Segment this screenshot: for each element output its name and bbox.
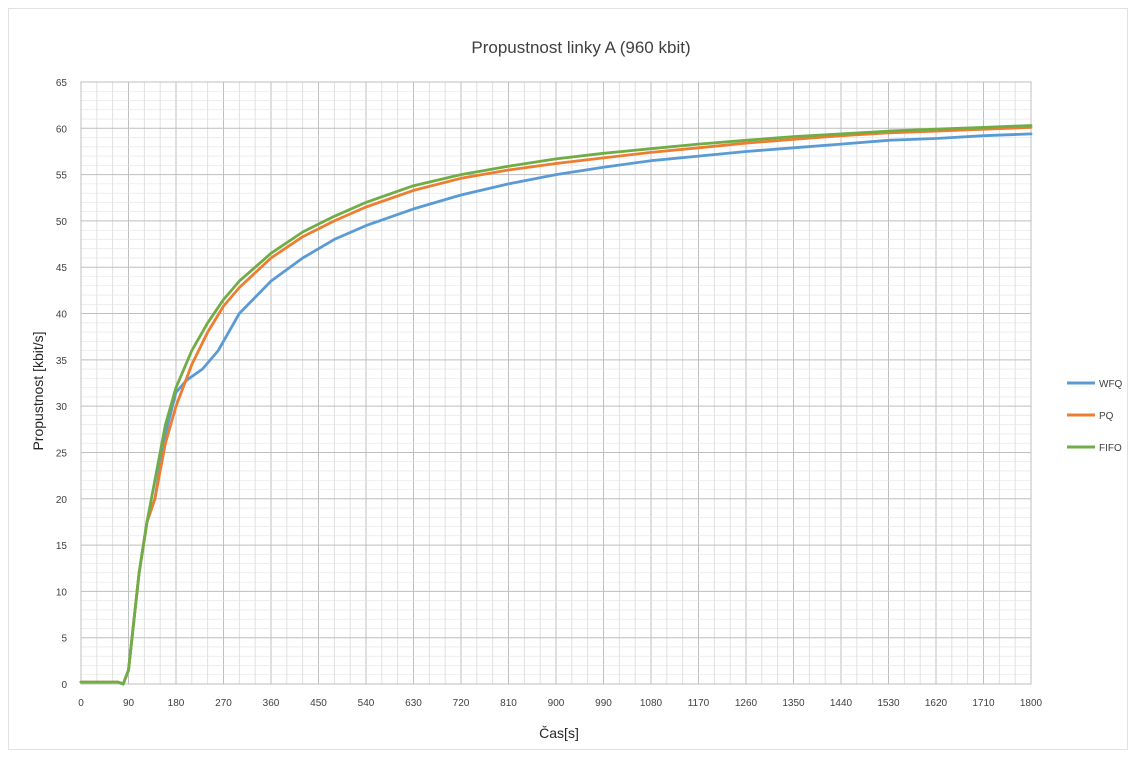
x-tick-label: 540 [358, 698, 375, 709]
y-axis-title: Propustnost [kbit/s] [30, 331, 46, 450]
axes: 0 5 10 15 20 25 30 35 40 45 50 55 60 65 0 90 180 270 360 45… [56, 78, 1043, 709]
x-tick-label: 1620 [925, 698, 948, 709]
y-tick-label: 50 [56, 217, 68, 228]
y-tick-label: 25 [56, 448, 68, 459]
legend-label-fifo: FIFO [1099, 443, 1122, 454]
x-tick-label: 1350 [782, 698, 805, 709]
chart-frame: Propustnost linky A (960 kbit) 0 5 10 15 20 2… [8, 8, 1128, 750]
chart-title: Propustnost linky A (960 kbit) [471, 38, 690, 57]
y-tick-label: 65 [56, 78, 68, 89]
x-tick-label: 900 [548, 698, 565, 709]
plot-area-border [80, 81, 1032, 685]
line-chart: Propustnost linky A (960 kbit) 0 5 10 15 20 2… [30, 38, 1123, 741]
y-tick-label: 5 [61, 634, 67, 645]
grid [80, 81, 1032, 685]
x-tick-label: 1170 [688, 698, 710, 709]
x-tick-label: 1530 [877, 698, 900, 709]
x-tick-label: 450 [310, 698, 327, 709]
y-tick-label: 35 [56, 356, 68, 367]
series-lines [79, 124, 1033, 686]
y-tick-label: 55 [56, 171, 68, 182]
x-tick-label: 1800 [1020, 698, 1043, 709]
x-tick-label: 270 [215, 698, 232, 709]
legend-label-pq: PQ [1099, 411, 1114, 422]
x-tick-label: 90 [123, 698, 135, 709]
x-tick-label: 720 [453, 698, 470, 709]
y-tick-label: 30 [56, 402, 68, 413]
x-tick-label: 0 [78, 698, 84, 709]
x-tick-label: 630 [405, 698, 422, 709]
y-tick-label: 45 [56, 263, 68, 274]
y-tick-label: 15 [56, 541, 68, 552]
legend: WFQ PQ FIFO [1067, 379, 1123, 454]
x-tick-label: 1440 [830, 698, 853, 709]
x-tick-label: 1710 [972, 698, 995, 709]
legend-label-wfq: WFQ [1099, 379, 1123, 390]
x-tick-label: 1260 [735, 698, 758, 709]
x-tick-label: 990 [595, 698, 612, 709]
y-tick-label: 20 [56, 495, 68, 506]
x-tick-label: 810 [500, 698, 517, 709]
series-line-fifo [79, 124, 1033, 686]
x-tick-label: 180 [168, 698, 185, 709]
y-tick-label: 10 [56, 587, 68, 598]
y-tick-label: 60 [56, 124, 68, 135]
x-axis-title: Čas[s] [539, 725, 579, 741]
x-tick-label: 1080 [640, 698, 663, 709]
x-tick-label: 360 [263, 698, 280, 709]
y-tick-label: 40 [56, 310, 68, 321]
y-tick-label: 0 [61, 680, 67, 691]
